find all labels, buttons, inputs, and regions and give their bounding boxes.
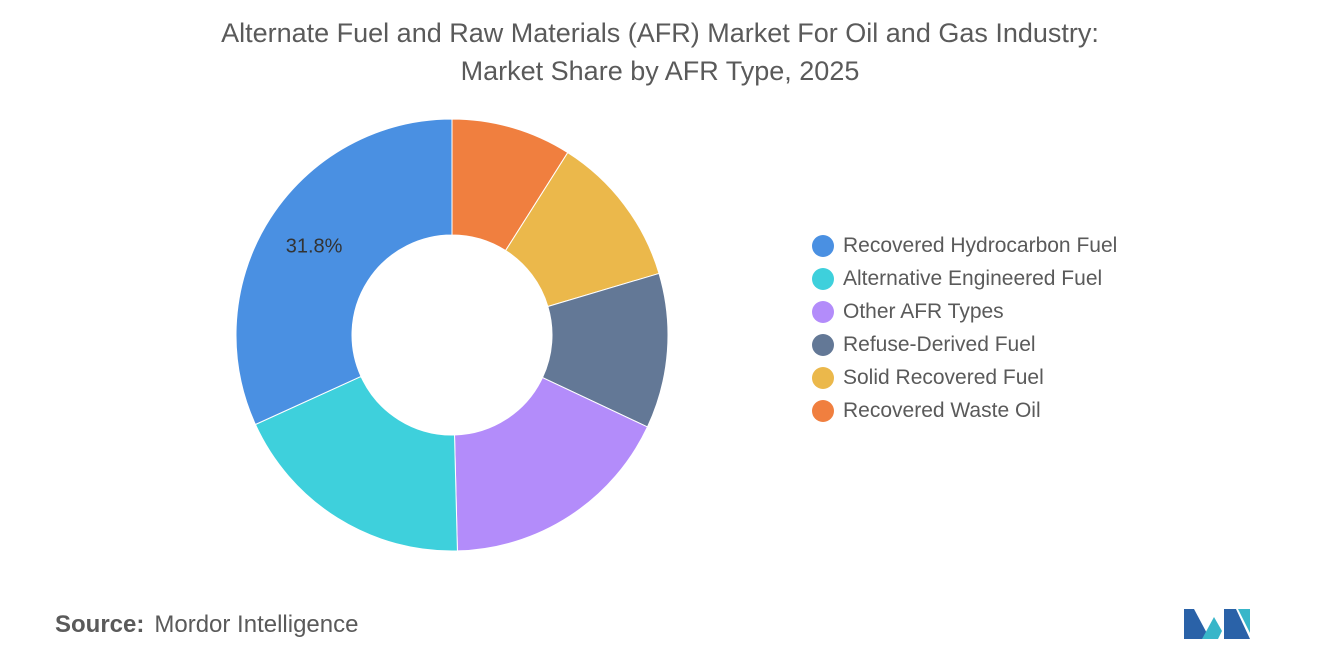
legend-item: Other AFR Types bbox=[812, 295, 1117, 328]
legend-label: Recovered Waste Oil bbox=[843, 398, 1041, 422]
logo-shape-mid bbox=[1202, 617, 1222, 639]
legend-label: Refuse-Derived Fuel bbox=[843, 332, 1036, 356]
source-label: Source: bbox=[55, 611, 145, 638]
chart-legend: Recovered Hydrocarbon Fuel Alternative E… bbox=[812, 229, 1117, 427]
legend-swatch bbox=[812, 234, 834, 257]
source-value: Mordor Intelligence bbox=[154, 611, 359, 638]
chart-title-line-1: Alternate Fuel and Raw Materials (AFR) M… bbox=[221, 18, 1099, 48]
legend-item: Recovered Waste Oil bbox=[812, 394, 1117, 427]
logo-shape-right bbox=[1224, 609, 1250, 639]
mordor-intelligence-logo-icon bbox=[1184, 609, 1250, 639]
logo-shape-left bbox=[1184, 609, 1210, 639]
donut-slice-alternative-engineered-fuel bbox=[254, 375, 458, 552]
legend-label: Alternative Engineered Fuel bbox=[843, 266, 1103, 290]
legend-item: Solid Recovered Fuel bbox=[812, 361, 1117, 394]
legend-item: Refuse-Derived Fuel bbox=[812, 328, 1117, 361]
data-label: 31.8% bbox=[286, 236, 343, 258]
legend-swatch bbox=[812, 267, 834, 290]
legend-label: Recovered Hydrocarbon Fuel bbox=[843, 233, 1118, 257]
legend-swatch bbox=[812, 333, 834, 356]
legend-label: Solid Recovered Fuel bbox=[843, 365, 1044, 389]
logo-shape-accent bbox=[1238, 609, 1250, 633]
donut-slice-recovered-hydrocarbon-fuel bbox=[235, 118, 453, 426]
chart-title-line-2: Market Share by AFR Type, 2025 bbox=[460, 56, 860, 86]
source-note: Source: Mordor Intelligence bbox=[55, 611, 358, 639]
legend-swatch bbox=[812, 366, 834, 389]
legend-swatch bbox=[812, 399, 834, 422]
donut-slice-other-afr-types bbox=[454, 376, 649, 552]
legend-item: Recovered Hydrocarbon Fuel bbox=[812, 229, 1117, 262]
legend-label: Other AFR Types bbox=[843, 299, 1004, 323]
legend-swatch bbox=[812, 300, 834, 323]
chart-title: Alternate Fuel and Raw Materials (AFR) M… bbox=[0, 14, 1320, 90]
legend-item: Alternative Engineered Fuel bbox=[812, 262, 1117, 295]
